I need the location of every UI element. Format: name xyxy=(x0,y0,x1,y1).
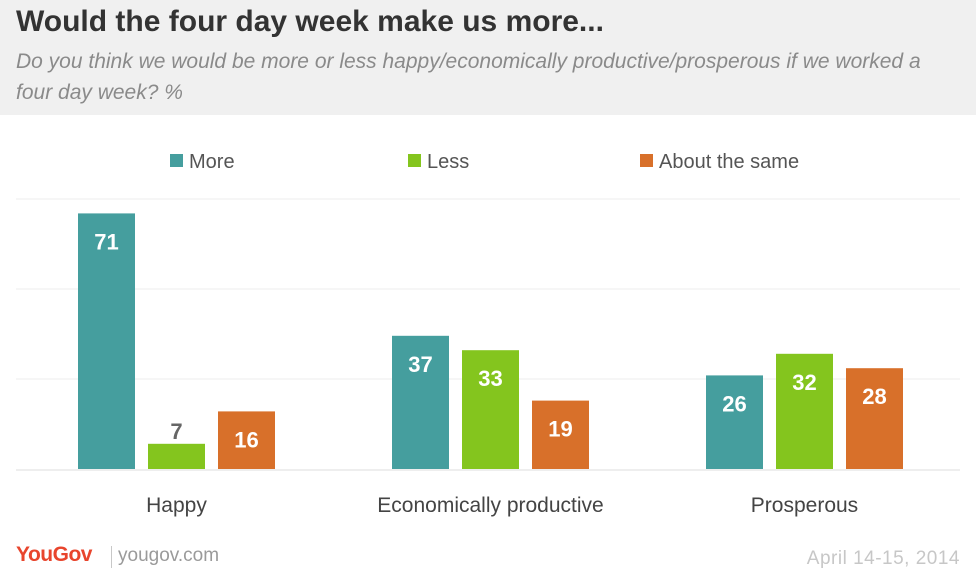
data-label: 32 xyxy=(792,370,816,395)
yougov-logo: YouGov xyxy=(16,543,92,566)
data-label: 7 xyxy=(170,419,182,444)
data-label: 37 xyxy=(408,352,432,377)
chart-subtitle: Do you think we would be more or less ha… xyxy=(16,50,921,104)
bar xyxy=(462,350,519,469)
legend-swatch xyxy=(640,154,653,167)
bar xyxy=(532,400,589,469)
category-label: Happy xyxy=(146,494,207,517)
bar-chart: More Less About the same 71 7 16 Happy 37 33 19 Ec… xyxy=(16,151,960,517)
bar xyxy=(148,443,205,469)
bar xyxy=(846,368,903,469)
data-label: 19 xyxy=(548,417,572,442)
legend-label: More xyxy=(189,151,235,173)
legend-swatch xyxy=(408,154,421,167)
category-label: Economically productive xyxy=(377,494,603,517)
category-label: Prosperous xyxy=(751,494,858,517)
legend-swatch xyxy=(170,154,183,167)
footer-divider xyxy=(111,546,112,568)
chart-title: Would the four day week make us more... xyxy=(16,5,604,38)
bar xyxy=(392,335,449,469)
header: Would the four day week make us more... … xyxy=(0,0,976,115)
legend-label: About the same xyxy=(659,151,799,173)
data-label: 26 xyxy=(722,391,746,416)
footer-url: yougov.com xyxy=(118,545,220,566)
bar xyxy=(776,353,833,469)
data-label: 28 xyxy=(862,384,886,409)
bar xyxy=(706,375,763,469)
data-label: 71 xyxy=(94,229,118,254)
data-label: 33 xyxy=(478,366,502,391)
footer-date: April 14-15, 2014 xyxy=(806,548,960,569)
data-label: 16 xyxy=(234,427,258,452)
bar xyxy=(78,213,135,469)
legend-label: Less xyxy=(427,151,469,173)
bar xyxy=(218,411,275,469)
